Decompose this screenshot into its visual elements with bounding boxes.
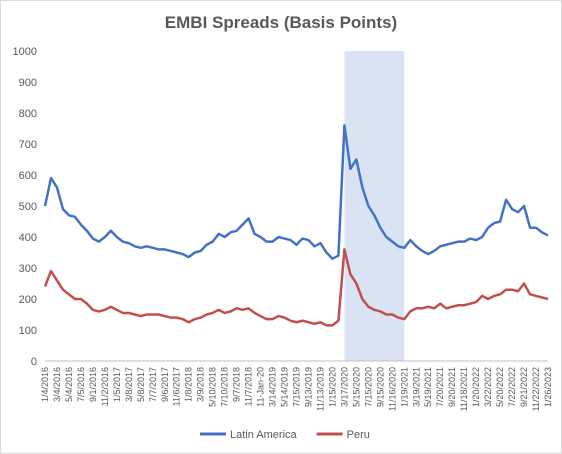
x-tick-label: 1/5/2017 [112, 367, 122, 402]
legend-label: Latin America [230, 429, 298, 441]
x-tick-label: 9/7/2018 [232, 367, 242, 402]
x-tick-label: 3/17/2020 [339, 367, 349, 407]
x-tick-label: 9/13/2019 [303, 367, 313, 407]
x-tick-label: 7/10/2018 [220, 367, 230, 407]
x-tick-label: 3/8/2017 [124, 367, 134, 402]
chart-title: EMBI Spreads (Basis Points) [165, 13, 397, 32]
x-tick-label: 9/15/2020 [375, 367, 385, 407]
x-tick-label: 3/22/2022 [483, 367, 493, 407]
series-line [43, 124, 549, 260]
y-tick-label: 300 [19, 263, 37, 275]
shaded-period [344, 51, 405, 361]
x-tick-label: 3/14/2019 [268, 367, 278, 407]
series-line [43, 248, 549, 327]
y-tick-label: 800 [19, 108, 37, 120]
x-tick-label: 3/4/2016 [52, 367, 62, 402]
x-tick-label: 7/15/2020 [363, 367, 373, 407]
x-tick-label: 7/7/2017 [148, 367, 158, 402]
x-tick-label: 7/5/2016 [76, 367, 86, 402]
x-tick-label: 11/22/2022 [531, 367, 541, 411]
x-tick-label: 3/19/2021 [411, 367, 421, 407]
x-tick-label: 3/9/2018 [196, 367, 206, 402]
y-tick-label: 100 [19, 325, 37, 337]
x-tick-label: 1/26/2023 [543, 367, 553, 407]
y-tick-label: 900 [19, 77, 37, 89]
x-tick-label: 11/6/2017 [172, 367, 182, 406]
y-tick-label: 400 [19, 232, 37, 244]
x-tick-label: 7/15/2019 [292, 367, 302, 407]
x-tick-label: 11/16/2020 [387, 367, 397, 411]
x-tick-label: 5/4/2016 [64, 367, 74, 402]
y-tick-label: 500 [19, 201, 37, 213]
y-tick-label: 600 [19, 170, 37, 182]
x-tick-label: 11/13/2019 [315, 367, 325, 411]
x-tick-label: 5/15/2020 [351, 367, 361, 407]
y-tick-label: 1000 [13, 46, 37, 58]
x-tick-label: 7/20/2021 [435, 367, 445, 407]
x-tick-label: 9/6/2017 [160, 367, 170, 402]
x-tick-label: 9/1/2016 [88, 367, 98, 402]
x-tick-label: 1/15/2020 [327, 367, 337, 407]
x-tick-label: 1/8/2018 [184, 367, 194, 402]
x-tick-label: 5/19/2021 [423, 367, 433, 407]
x-tick-label: 9/20/2021 [447, 367, 457, 407]
y-tick-label: 0 [31, 356, 37, 368]
x-tick-label: 5/14/2019 [280, 367, 290, 407]
x-tick-label: 9/21/2022 [519, 367, 529, 407]
x-tick-label: 11-Jan-20 [256, 367, 266, 407]
y-tick-label: 200 [19, 294, 37, 306]
x-tick-label: 1/19/2021 [399, 367, 409, 407]
x-tick-label: 5/8/2017 [136, 367, 146, 402]
y-tick-label: 700 [19, 139, 37, 151]
x-tick-label: 1/4/2016 [40, 367, 50, 402]
x-tick-label: 11/7/2018 [244, 367, 254, 406]
x-tick-label: 1/20/2022 [471, 367, 481, 407]
x-tick-label: 5/20/2022 [495, 367, 505, 407]
legend-label: Peru [347, 429, 370, 441]
x-tick-label: 5/10/2018 [208, 367, 218, 407]
x-tick-label: 11/18/2021 [459, 367, 469, 411]
x-tick-label: 7/22/2022 [507, 367, 517, 407]
x-tick-label: 11/2/2016 [100, 367, 110, 406]
